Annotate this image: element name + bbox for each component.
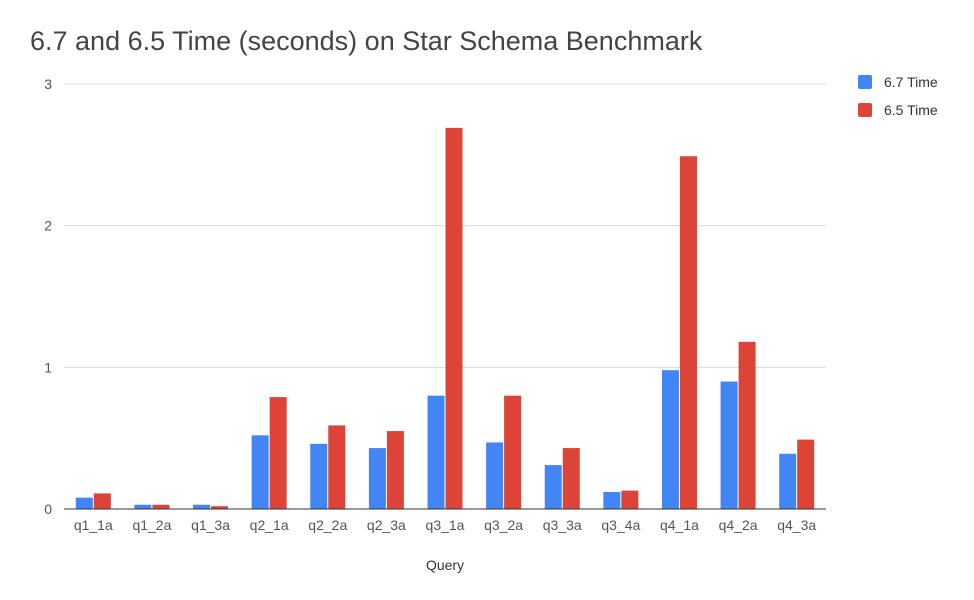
bar-6-5-time-q1_3a [211, 506, 229, 509]
legend-label: 6.7 Time [884, 74, 938, 90]
y-tick-label: 1 [44, 359, 52, 375]
y-tick-label: 0 [44, 501, 52, 517]
bar-6-7-time-q1_3a [193, 504, 211, 509]
legend: 6.7 Time 6.5 Time [858, 74, 938, 118]
x-tick-labels: q1_1a q1_2a q1_3a q2_1a q2_2a q2_3a q3_1a q3_2a… [74, 517, 817, 533]
bars [75, 127, 815, 510]
gridlines [64, 83, 826, 368]
x-tick-label: q2_3a [367, 517, 406, 533]
x-tick-label: q3_1a [426, 517, 465, 533]
legend-label: 6.5 Time [884, 102, 938, 118]
x-tick-label: q1_2a [132, 517, 171, 533]
y-tick-label: 2 [44, 218, 52, 234]
bar-6-5-time-q2_1a [269, 397, 287, 509]
y-tick-labels: 0 1 2 3 [44, 76, 52, 517]
y-tick-label: 3 [44, 76, 52, 92]
x-tick-label: q4_2a [719, 517, 758, 533]
x-tick-label: q4_3a [777, 517, 816, 533]
x-tick-label: q3_3a [543, 517, 582, 533]
bar-6-5-time-q1_1a [93, 493, 111, 509]
bar-6-5-time-q2_2a [328, 425, 346, 509]
bar-6-5-time-q4_3a [797, 439, 815, 509]
x-tick-label: q2_2a [308, 517, 347, 533]
x-tick-label: q3_4a [601, 517, 640, 533]
x-tick-label: q2_1a [250, 517, 289, 533]
bar-6-7-time-q2_3a [368, 448, 386, 509]
bar-6-5-time-q4_2a [738, 341, 756, 509]
bar-6-5-time-q4_1a [679, 156, 697, 509]
bar-6-7-time-q3_1a [427, 395, 445, 509]
bar-6-5-time-q3_2a [504, 395, 522, 509]
x-tick-label: q3_2a [484, 517, 523, 533]
x-tick-label: q1_1a [74, 517, 113, 533]
legend-swatch [858, 103, 872, 117]
bar-6-7-time-q1_2a [134, 504, 152, 509]
bar-6-7-time-q1_1a [75, 497, 93, 509]
bar-6-7-time-q2_1a [251, 435, 269, 509]
bar-6-7-time-q3_2a [486, 442, 504, 509]
bar-6-7-time-q3_3a [544, 465, 562, 509]
bar-6-7-time-q4_1a [661, 370, 679, 509]
x-tick-label: q4_1a [660, 517, 699, 533]
bar-6-5-time-q3_4a [621, 490, 639, 509]
bar-6-7-time-q4_2a [720, 381, 738, 509]
bar-6-5-time-q2_3a [386, 431, 404, 509]
x-tick-label: q1_3a [191, 517, 230, 533]
chart-title: 6.7 and 6.5 Time (seconds) on Star Schem… [30, 26, 703, 56]
bar-6-7-time-q2_2a [310, 443, 328, 509]
x-axis-title: Query [426, 557, 464, 573]
bar-6-5-time-q3_3a [562, 448, 580, 509]
bar-6-5-time-q3_1a [445, 127, 463, 510]
bar-6-5-time-q1_2a [152, 504, 170, 509]
legend-swatch [858, 75, 872, 89]
bar-6-7-time-q4_3a [779, 453, 797, 509]
bar-6-7-time-q3_4a [603, 492, 621, 509]
